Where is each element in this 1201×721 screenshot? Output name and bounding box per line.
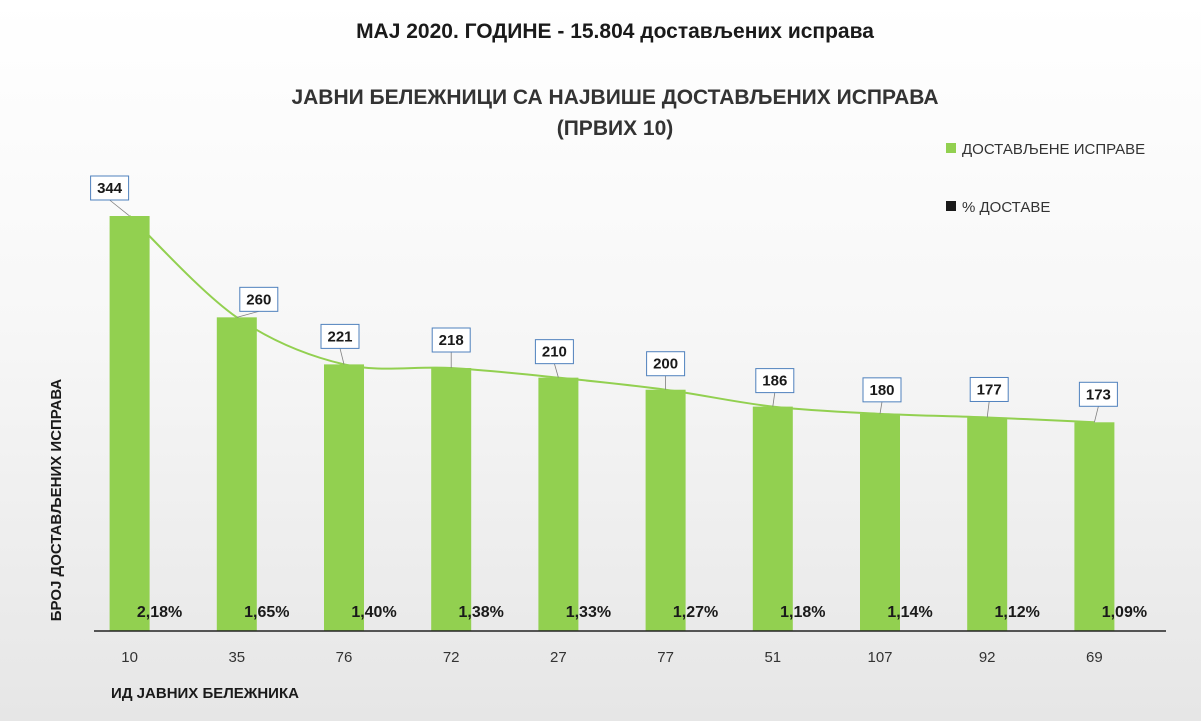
value-label-box — [862, 377, 902, 403]
bar-92 — [967, 417, 1008, 631]
percent-label: 1,33% — [566, 604, 611, 621]
value-label: 186 — [762, 373, 787, 390]
legend-label-percent: % ДОСТАВЕ — [962, 199, 1050, 216]
x-tick-label: 51 — [764, 649, 781, 666]
legend-swatch-percent — [946, 201, 956, 211]
percent-label: 1,12% — [995, 604, 1040, 621]
percent-label: 1,27% — [673, 604, 718, 621]
percent-label: 2,18% — [137, 604, 182, 621]
value-label: 210 — [542, 344, 567, 361]
bar-107 — [860, 413, 900, 631]
bar-76 — [324, 364, 364, 631]
bar-10 — [109, 216, 150, 631]
percent-label: 1,14% — [887, 604, 932, 621]
chart-subtitle-line1: ЈАВНИ БЕЛЕЖНИЦИ СА НАЈВИШЕ ДОСТАВЉЕНИХ И… — [291, 86, 938, 109]
x-tick-label: 107 — [867, 649, 892, 666]
x-tick-label: 77 — [657, 649, 674, 666]
value-label: 173 — [1086, 386, 1111, 403]
percent-label: 1,38% — [459, 604, 504, 621]
value-label: 200 — [653, 356, 678, 373]
value-leader — [554, 363, 559, 378]
labels-layer: 10 2,18% 35 1,65% 76 1,40% 72 1,38% 27 1,33% 77 1,2… — [90, 175, 1147, 666]
percent-label: 1,65% — [244, 604, 289, 621]
bar-77 — [645, 389, 686, 631]
value-label: 344 — [97, 180, 123, 197]
bar-35 — [216, 317, 257, 631]
value-leader — [772, 392, 776, 407]
y-axis-label: БРОЈ ДОСТАВЉЕНИХ ИСПРАВА — [48, 379, 65, 622]
value-label: 260 — [246, 291, 271, 308]
chart-title: МАЈ 2020. ГОДИНЕ - 15.804 достављених ис… — [356, 20, 874, 43]
value-leader — [1094, 406, 1099, 423]
value-label-box — [969, 376, 1009, 402]
x-tick-label: 69 — [1086, 649, 1103, 666]
x-tick-label: 27 — [550, 649, 567, 666]
value-label-box — [534, 339, 574, 365]
value-leader — [109, 199, 130, 217]
value-label: 177 — [977, 381, 1002, 398]
percent-label: 1,18% — [780, 604, 825, 621]
value-label-box — [239, 286, 279, 312]
trendline — [128, 215, 1095, 424]
value-label-box — [431, 327, 471, 353]
value-label: 221 — [327, 328, 352, 345]
bar-51 — [752, 406, 793, 631]
x-axis-label: ИД ЈАВНИХ БЕЛЕЖНИКА — [111, 685, 299, 702]
value-leader — [986, 401, 990, 418]
bars-layer — [109, 216, 1115, 631]
value-label-box — [755, 368, 795, 394]
legend-swatch-deliveries — [946, 143, 956, 153]
bar-69 — [1074, 422, 1115, 631]
x-tick-label: 76 — [336, 649, 353, 666]
percent-label: 1,40% — [351, 604, 396, 621]
bar-27 — [538, 377, 579, 631]
value-label-box — [646, 351, 686, 377]
value-leader — [339, 348, 345, 365]
value-label: 180 — [869, 382, 894, 399]
chart-subtitle-line2: (ПРВИХ 10) — [557, 117, 674, 140]
legend-label-deliveries: ДОСТАВЉЕНЕ ИСПРАВЕ — [962, 141, 1145, 158]
bar-72 — [431, 368, 472, 631]
value-label-box — [90, 175, 130, 201]
x-tick-label: 92 — [979, 649, 996, 666]
x-tick-label: 10 — [121, 649, 138, 666]
percent-label: 1,09% — [1102, 604, 1147, 621]
value-label: 218 — [439, 332, 464, 349]
legend: ДОСТАВЉЕНЕ ИСПРАВЕ % ДОСТАВЕ — [946, 141, 1145, 216]
value-label-box — [320, 323, 360, 349]
value-leader — [879, 401, 883, 414]
x-tick-label: 72 — [443, 649, 460, 666]
x-tick-label: 35 — [228, 649, 245, 666]
value-leader — [236, 310, 259, 318]
value-label-box — [1078, 381, 1118, 407]
